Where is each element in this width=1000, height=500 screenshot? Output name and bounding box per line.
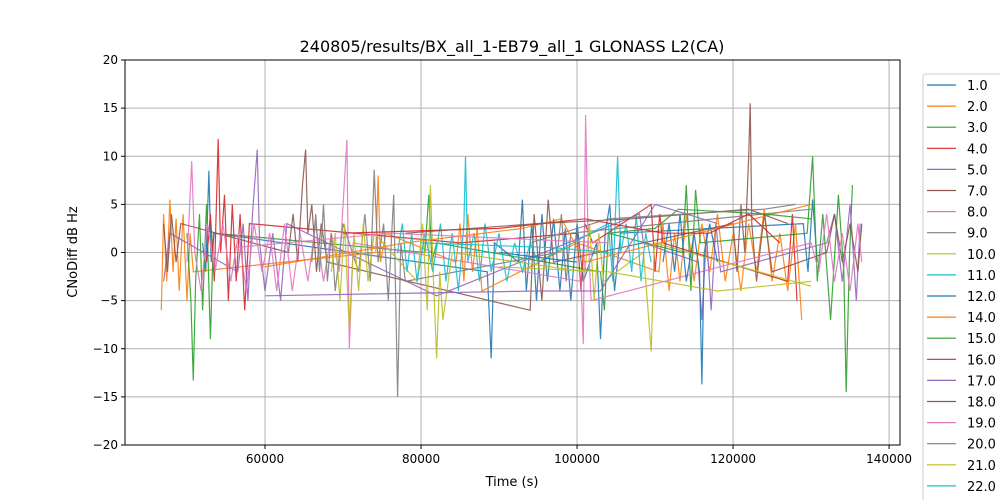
legend-label: 8.0 [967, 206, 988, 221]
y-tick-label: 0 [110, 246, 118, 260]
legend-label: 17.0 [967, 374, 996, 389]
series-line-17-0 [264, 203, 718, 297]
legend-label: 18.0 [967, 396, 996, 411]
series-line-7-0 [163, 103, 863, 312]
legend-label: 11.0 [967, 269, 996, 284]
legend-item: 2.0 [927, 100, 988, 115]
legend-item: 10.0 [927, 248, 996, 263]
legend-label: 19.0 [967, 417, 996, 432]
y-tick-label: 20 [103, 53, 118, 67]
series-line-19-0 [233, 232, 609, 249]
legend-item: 8.0 [927, 206, 988, 221]
legend-label: 15.0 [967, 332, 996, 347]
x-tick-label: 100000 [554, 452, 600, 466]
chart-title: 240805/results/BX_all_1-EB79_all_1 GLONA… [300, 37, 725, 57]
legend-label: 5.0 [967, 163, 988, 178]
legend-item: 5.0 [927, 163, 988, 178]
x-tick-label: 80000 [402, 452, 440, 466]
axis-ticks: 60000 80000 100000 120000 140000 −20 −15 −10 −5 0… [93, 53, 912, 466]
legend-item: 16.0 [927, 353, 996, 368]
legend-label: 16.0 [967, 353, 996, 368]
series-lines [160, 103, 863, 397]
series-line-9-0 [311, 169, 812, 397]
x-tick-label: 60000 [246, 452, 284, 466]
legend: 1.0 2.0 3.0 4.0 5.0 7.0 8.0 9.0 10.0 11.0 12.0 14.0… [922, 73, 1000, 500]
y-tick-label: −20 [93, 438, 118, 452]
legend-item: 1.0 [927, 79, 988, 94]
legend-item: 3.0 [927, 121, 988, 136]
legend-label: 22.0 [967, 480, 996, 495]
x-tick-label: 120000 [710, 452, 756, 466]
series-line-4-0 [205, 138, 798, 311]
y-tick-label: −10 [93, 342, 118, 356]
series-line-21-0 [498, 266, 812, 292]
legend-label: 21.0 [967, 459, 996, 474]
series-line-8-0 [186, 114, 863, 349]
series-line-1-0 [202, 170, 818, 359]
series-line-11-0 [397, 156, 652, 292]
y-tick-label: −15 [93, 390, 118, 404]
legend-item: 4.0 [927, 142, 988, 157]
legend-item: 7.0 [927, 185, 988, 200]
x-tick-label: 140000 [866, 452, 912, 466]
legend-item: 21.0 [927, 459, 996, 474]
legend-label: 10.0 [967, 248, 996, 263]
legend-item: 17.0 [927, 374, 996, 389]
series-line-5-0 [163, 149, 861, 320]
legend-box [922, 73, 1000, 500]
legend-label: 1.0 [967, 79, 988, 94]
legend-item: 22.0 [927, 480, 996, 495]
series-line-3-0 [186, 156, 853, 393]
legend-item: 18.0 [927, 396, 996, 411]
series-line-10-0 [330, 185, 812, 359]
legend-item: 20.0 [927, 438, 996, 453]
legend-item: 12.0 [927, 290, 996, 305]
legend-item: 9.0 [927, 227, 988, 242]
x-axis-label: Time (s) [485, 475, 539, 490]
series-line-16-0 [342, 213, 781, 244]
series-line-20-0 [530, 203, 796, 244]
legend-label: 7.0 [967, 185, 988, 200]
legend-label: 9.0 [967, 227, 988, 242]
legend-label: 14.0 [967, 311, 996, 326]
y-tick-label: 10 [103, 149, 118, 163]
y-tick-label: 5 [110, 197, 118, 211]
legend-item: 19.0 [927, 417, 996, 432]
legend-label: 20.0 [967, 438, 996, 453]
legend-item: 15.0 [927, 332, 996, 347]
legend-label: 12.0 [967, 290, 996, 305]
legend-label: 2.0 [967, 100, 988, 115]
series-line-22-0 [420, 242, 609, 254]
legend-label: 3.0 [967, 121, 988, 136]
legend-label: 4.0 [967, 142, 988, 157]
series-line-23-0 [498, 251, 578, 263]
y-axis-label: CNoDiff dB Hz [66, 206, 81, 298]
legend-item: 14.0 [927, 311, 996, 326]
legend-item: 11.0 [927, 269, 996, 284]
series-line-18-0 [405, 208, 788, 234]
y-tick-label: 15 [103, 101, 118, 115]
series-line-2-0 [160, 175, 803, 320]
y-tick-label: −5 [100, 294, 118, 308]
